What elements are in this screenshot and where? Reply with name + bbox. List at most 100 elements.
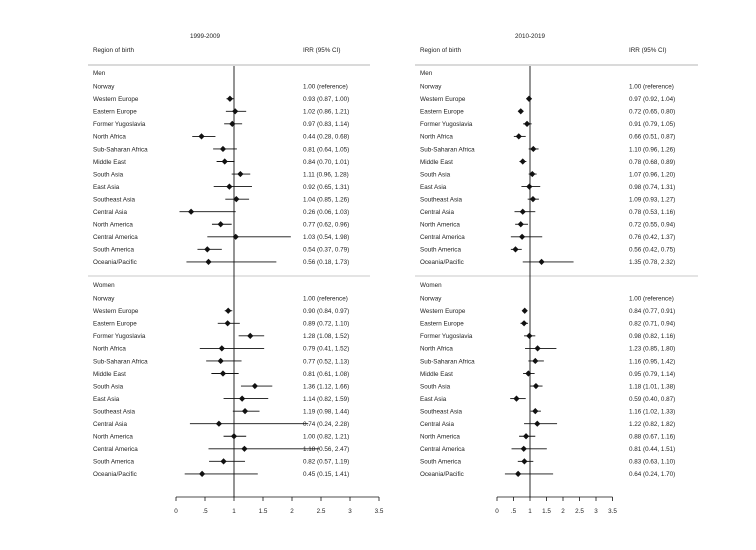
point-estimate (198, 133, 205, 140)
irr-value: 0.77 (0.52, 1.13) (303, 358, 349, 365)
irr-value: 0.88 (0.67, 1.16) (629, 434, 675, 441)
region-label: Norway (93, 84, 115, 91)
point-estimate (519, 158, 526, 165)
irr-value: 0.79 (0.41, 1.52) (303, 346, 349, 353)
irr-value: 1.10 (0.96, 1.26) (629, 146, 675, 153)
irr-value: 0.77 (0.62, 0.96) (303, 222, 349, 229)
x-tick-label: 3 (348, 508, 352, 515)
group-label: Men (93, 70, 106, 77)
region-label: Former Yugoslavia (420, 121, 473, 128)
x-tick-label: 2.5 (317, 508, 326, 515)
irr-value: 0.89 (0.72, 1.10) (303, 321, 349, 328)
irr-value: 0.78 (0.53, 1.16) (629, 209, 675, 216)
region-label: North America (93, 222, 133, 229)
region-label: Former Yugoslavia (93, 333, 146, 340)
region-label: South America (93, 459, 134, 466)
x-tick-label: 3 (594, 508, 598, 515)
irr-value: 0.56 (0.18, 1.73) (303, 259, 349, 266)
point-estimate (517, 221, 524, 228)
panel-title: 1999-2009 (190, 33, 221, 40)
region-label: Norway (420, 296, 442, 303)
x-tick-label: 2 (561, 508, 565, 515)
region-label: Southeast Asia (93, 196, 136, 203)
region-label: Middle East (93, 371, 126, 378)
point-estimate (529, 196, 537, 203)
irr-value: 0.64 (0.24, 1.70) (629, 471, 675, 478)
irr-value: 0.74 (0.24, 2.28) (303, 421, 349, 428)
x-tick-label: 2.5 (575, 508, 584, 515)
region-label: Eastern Europe (420, 109, 464, 116)
x-tick-label: .5 (511, 508, 517, 515)
irr-value: 0.81 (0.61, 1.08) (303, 371, 349, 378)
irr-value: 1.14 (0.82, 1.59) (303, 396, 349, 403)
point-estimate (215, 420, 223, 427)
irr-value: 0.81 (0.44, 1.51) (629, 446, 675, 453)
point-estimate (523, 120, 531, 127)
point-estimate (534, 420, 541, 427)
region-label: Southeast Asia (93, 408, 136, 415)
point-estimate (532, 382, 540, 390)
irr-value: 1.36 (1.12, 1.66) (303, 383, 349, 390)
irr-value: 0.72 (0.55, 0.94) (629, 222, 675, 229)
x-tick-label: .5 (202, 508, 208, 515)
point-estimate (521, 458, 528, 465)
irr-value: 1.00 (reference) (629, 296, 674, 303)
region-label: South Asia (93, 171, 124, 178)
irr-value: 0.95 (0.79, 1.14) (629, 371, 675, 378)
region-label: Central America (93, 234, 138, 241)
irr-value: 1.16 (1.02, 1.33) (629, 408, 675, 415)
x-tick-label: 3.5 (375, 508, 384, 515)
region-label: Eastern Europe (420, 321, 464, 328)
x-tick-label: 2 (290, 508, 294, 515)
irr-value: 0.26 (0.06, 1.03) (303, 209, 349, 216)
region-label: Middle East (93, 159, 126, 166)
irr-value: 1.00 (reference) (303, 84, 348, 91)
region-label: East Asia (93, 396, 120, 403)
point-estimate (521, 307, 528, 314)
region-label: North Africa (420, 346, 453, 353)
irr-value: 1.09 (0.93, 1.27) (629, 196, 675, 203)
irr-value: 0.78 (0.68, 0.89) (629, 159, 675, 166)
point-estimate (224, 320, 231, 327)
irr-value: 0.54 (0.37, 0.79) (303, 247, 349, 254)
column-header-region: Region of birth (420, 47, 461, 54)
column-header-region: Region of birth (93, 47, 134, 54)
point-estimate (221, 158, 228, 165)
x-tick-label: 1 (528, 508, 532, 515)
column-header-irr: IRR (95% CI) (629, 47, 666, 54)
region-label: North Africa (93, 346, 126, 353)
irr-value: 1.00 (0.82, 1.21) (303, 434, 349, 441)
irr-value: 0.76 (0.42, 1.37) (629, 234, 675, 241)
x-tick-label: 0 (174, 508, 178, 515)
irr-value: 0.90 (0.84, 0.97) (303, 308, 349, 315)
point-estimate (241, 408, 249, 415)
irr-value: 1.35 (0.78, 2.32) (629, 259, 675, 266)
point-estimate (217, 221, 224, 228)
point-estimate (247, 332, 254, 339)
region-label: Sub-Saharan Africa (93, 358, 148, 365)
region-label: Central Asia (420, 209, 454, 216)
irr-value: 0.92 (0.65, 1.31) (303, 184, 349, 191)
region-label: Central Asia (420, 421, 454, 428)
irr-value: 1.18 (0.56, 2.47) (303, 446, 349, 453)
irr-value: 0.56 (0.42, 0.75) (629, 247, 675, 254)
irr-value: 1.07 (0.96, 1.20) (629, 171, 675, 178)
point-estimate (515, 470, 522, 477)
region-label: Southeast Asia (420, 408, 463, 415)
point-estimate (532, 408, 539, 415)
irr-value: 1.04 (0.85, 1.26) (303, 196, 349, 203)
region-label: Middle East (420, 371, 453, 378)
point-estimate (241, 445, 248, 452)
x-tick-label: 3.5 (608, 508, 617, 515)
irr-value: 0.45 (0.15, 1.41) (303, 471, 349, 478)
region-label: Sub-Saharan Africa (93, 146, 148, 153)
forest-panel-2010-2019: 2010-2019 Region of birth IRR (95% CI) Men N… (415, 33, 698, 515)
panel-title: 2010-2019 (515, 33, 546, 40)
point-estimate (217, 357, 224, 365)
region-label: East Asia (93, 184, 120, 191)
point-estimate (225, 307, 232, 314)
point-estimate (232, 108, 239, 115)
group-label: Men (420, 70, 433, 77)
region-label: Western Europe (93, 96, 139, 103)
